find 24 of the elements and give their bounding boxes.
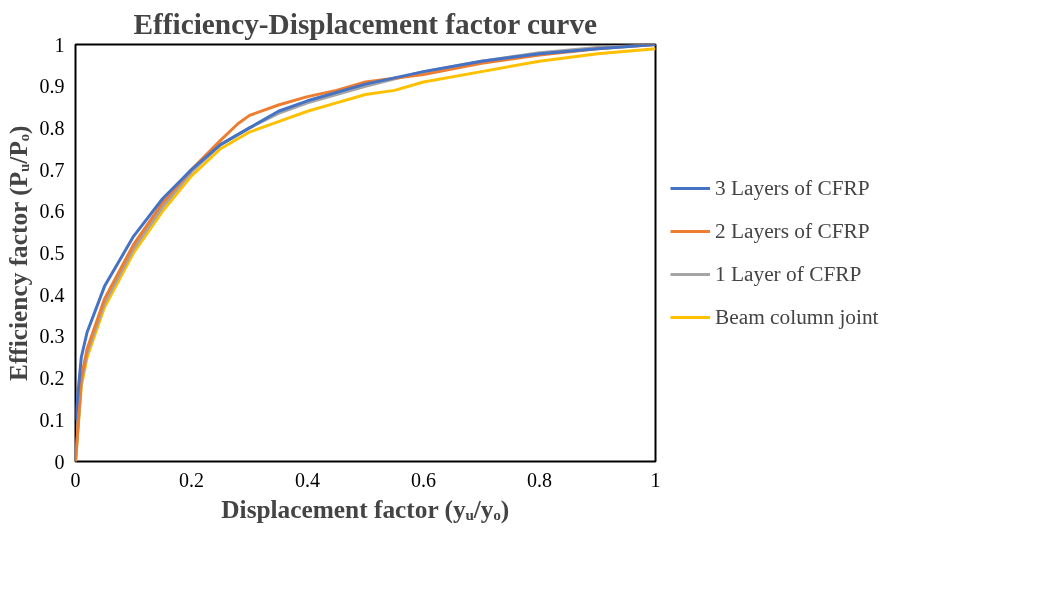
y-tick-label: 0.3 [39, 325, 65, 348]
x-tick-label: 0.4 [295, 468, 320, 491]
x-tick-label: 0 [70, 468, 81, 491]
y-tick-label: 1 [54, 33, 65, 56]
x-axis-title: Displacement factor (yᵤ/yₒ) [221, 494, 510, 524]
y-tick-label: 0.9 [39, 75, 65, 98]
legend-label: 1 Layer of CFRP [715, 261, 862, 287]
chart-title: Efficiency-Displacement factor curve [133, 7, 598, 40]
y-axis-title: Efficiency factor (Pᵤ/Pₒ) [3, 125, 33, 381]
x-tick-label: 1 [650, 468, 661, 491]
y-tick-label: 0.2 [39, 367, 65, 390]
y-tick-label: 0.8 [39, 116, 65, 139]
y-tick-label: 0.7 [39, 158, 65, 181]
legend-label: 3 Layers of CFRP [715, 175, 870, 201]
y-tick-label: 0.4 [39, 283, 65, 306]
x-tick-label: 0.2 [179, 468, 204, 491]
y-tick-label: 0 [54, 450, 65, 473]
y-tick-label: 0.5 [39, 242, 65, 264]
y-tick-label: 0.6 [39, 200, 65, 223]
legend-label: Beam column joint [715, 304, 879, 330]
legend-label: 2 Layers of CFRP [715, 218, 870, 244]
x-tick-label: 0.6 [411, 468, 436, 491]
x-tick-label: 0.8 [527, 468, 552, 491]
y-tick-label: 0.1 [39, 408, 65, 431]
